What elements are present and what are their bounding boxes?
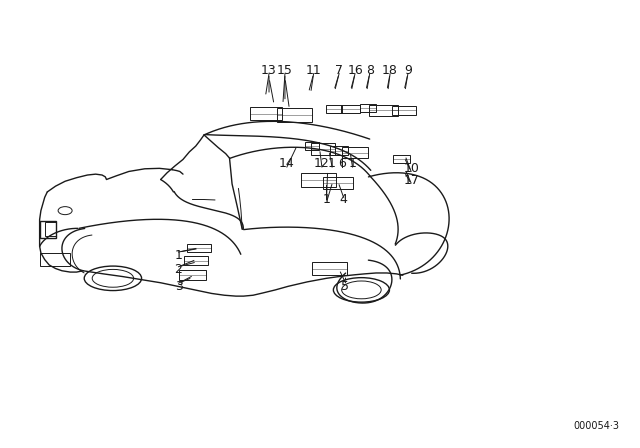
Text: 17: 17 (403, 174, 419, 187)
Text: 18: 18 (382, 64, 398, 77)
Text: 1: 1 (349, 157, 356, 170)
Text: 000054·3: 000054·3 (573, 421, 620, 431)
Text: 1: 1 (323, 193, 330, 206)
Text: 14: 14 (279, 157, 295, 170)
Text: 7: 7 (335, 64, 343, 77)
Text: 16: 16 (347, 64, 363, 77)
Text: 13: 13 (261, 64, 277, 77)
Text: 5: 5 (342, 280, 349, 293)
Text: 3: 3 (175, 280, 182, 293)
Text: 6: 6 (339, 157, 346, 170)
Text: 1: 1 (328, 157, 336, 170)
Text: 12: 12 (314, 157, 330, 170)
Text: 4: 4 (340, 193, 348, 206)
Text: 1: 1 (175, 249, 182, 262)
Text: 2: 2 (175, 263, 182, 276)
Text: 11: 11 (306, 64, 321, 77)
Text: 8: 8 (365, 64, 374, 77)
Text: 10: 10 (403, 162, 419, 175)
Text: 9: 9 (404, 64, 412, 77)
Text: 15: 15 (277, 64, 293, 77)
